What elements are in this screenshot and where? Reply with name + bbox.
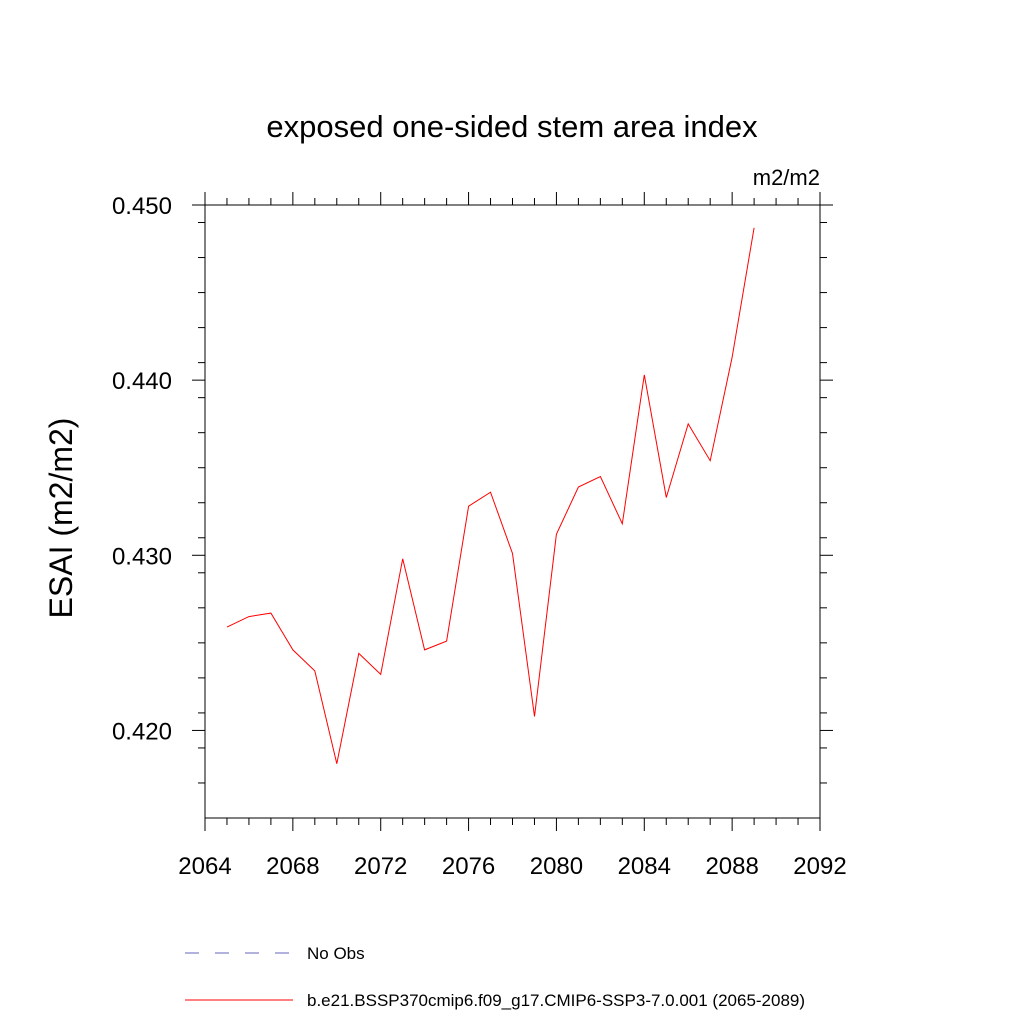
- axis-ticks: [192, 192, 833, 831]
- plot-frame: [204, 204, 821, 819]
- x-tick-label: 2072: [354, 853, 407, 880]
- x-tick-label: 2076: [442, 853, 495, 880]
- y-tick-label: 0.420: [112, 718, 172, 745]
- x-tick-label: 2064: [178, 853, 231, 880]
- y-tick-label: 0.430: [112, 543, 172, 570]
- x-tick-labels: 2064 2068 2072 2076 2080 2084 2088 2092: [178, 853, 846, 880]
- units-label: m2/m2: [753, 165, 820, 190]
- legend-label-no-obs: No Obs: [307, 944, 365, 963]
- x-tick-label: 2084: [618, 853, 671, 880]
- y-axis-label: ESAI (m2/m2): [43, 418, 79, 619]
- y-tick-label: 0.440: [112, 368, 172, 395]
- y-tick-labels: 0.420 0.430 0.440 0.450: [112, 193, 172, 745]
- legend-label-model: b.e21.BSSP370cmip6.f09_g17.CMIP6-SSP3-7.…: [307, 991, 805, 1010]
- legend: No Obs b.e21.BSSP370cmip6.f09_g17.CMIP6-…: [185, 944, 805, 1010]
- x-tick-label: 2068: [266, 853, 319, 880]
- series-line: [226, 227, 755, 764]
- y-tick-label: 0.450: [112, 193, 172, 220]
- x-tick-label: 2092: [793, 853, 846, 880]
- x-tick-label: 2088: [705, 853, 758, 880]
- x-tick-label: 2080: [530, 853, 583, 880]
- chart-title: exposed one-sided stem area index: [266, 109, 758, 144]
